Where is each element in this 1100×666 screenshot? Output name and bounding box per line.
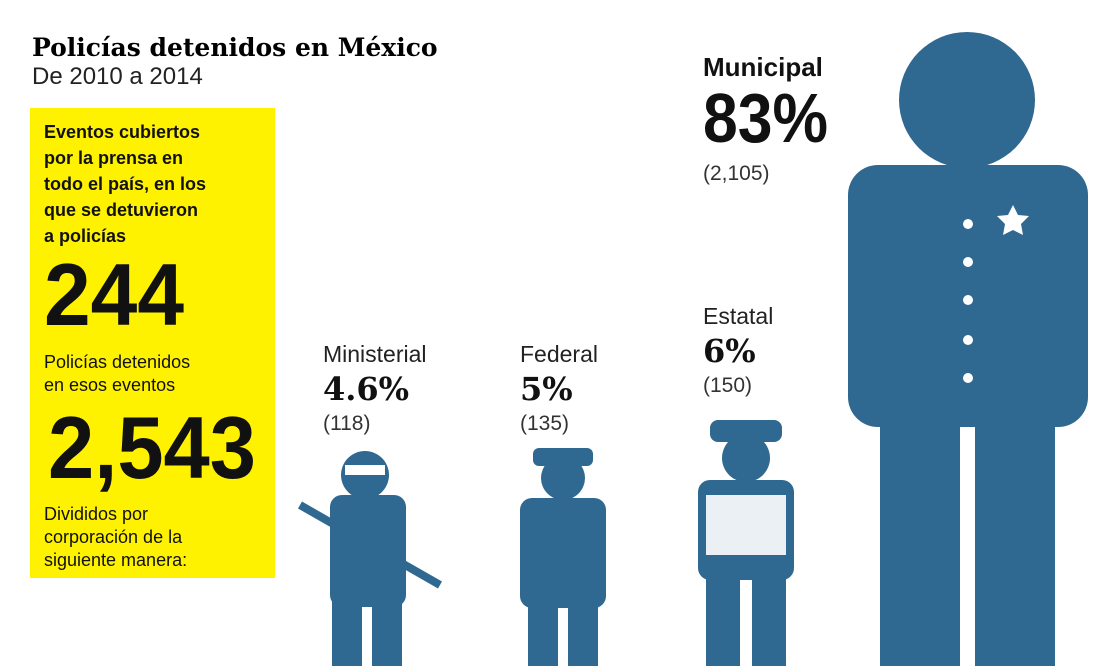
group-percent: 6% xyxy=(703,332,756,370)
subtitle: De 2010 a 2014 xyxy=(32,63,203,90)
detained-text: Policías detenidos xyxy=(44,352,190,372)
group-name: Ministerial xyxy=(323,341,427,367)
group-percent: 83% xyxy=(703,79,828,157)
detained-number: 2,543 xyxy=(48,398,256,497)
summary-box xyxy=(30,108,275,578)
group-count: (150) xyxy=(703,374,752,397)
events-text: por la prensa en xyxy=(44,148,183,168)
group-count: (135) xyxy=(520,412,569,435)
figure-ministerial xyxy=(298,451,442,666)
figure-municipal xyxy=(848,32,1088,666)
group-count: (2,105) xyxy=(703,162,770,185)
group-percent: 4.6% xyxy=(323,370,409,408)
detained-text: en esos eventos xyxy=(44,375,175,395)
title: Policías detenidos en México xyxy=(32,33,438,62)
events-text: que se detuvieron xyxy=(44,200,198,220)
events-text: Eventos cubiertos xyxy=(44,122,200,142)
split-text: siguiente manera: xyxy=(44,550,187,570)
events-number: 244 xyxy=(44,245,184,344)
figure-federal xyxy=(520,448,606,666)
figure-estatal xyxy=(698,420,794,666)
events-text: a policías xyxy=(44,226,126,246)
group-name: Estatal xyxy=(703,303,773,329)
group-name: Municipal xyxy=(703,52,823,82)
group-percent: 5% xyxy=(520,370,573,408)
group-name: Federal xyxy=(520,341,598,367)
events-text: todo el país, en los xyxy=(44,174,206,194)
split-text: corporación de la xyxy=(44,527,183,547)
split-text: Divididos por xyxy=(44,504,148,524)
group-count: (118) xyxy=(323,412,370,435)
